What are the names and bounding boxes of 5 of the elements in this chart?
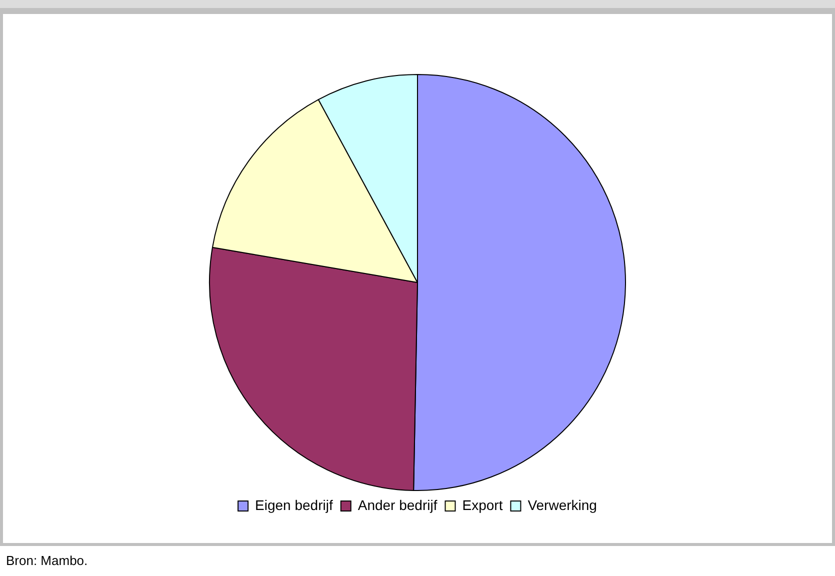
legend-label: Export [462, 496, 503, 513]
legend-label: Ander bedrijf [358, 496, 438, 513]
legend-label: Verwerking [528, 496, 597, 513]
text: Bron: Mambo. [6, 553, 88, 568]
legend-label: Eigen bedrijf [255, 496, 333, 513]
